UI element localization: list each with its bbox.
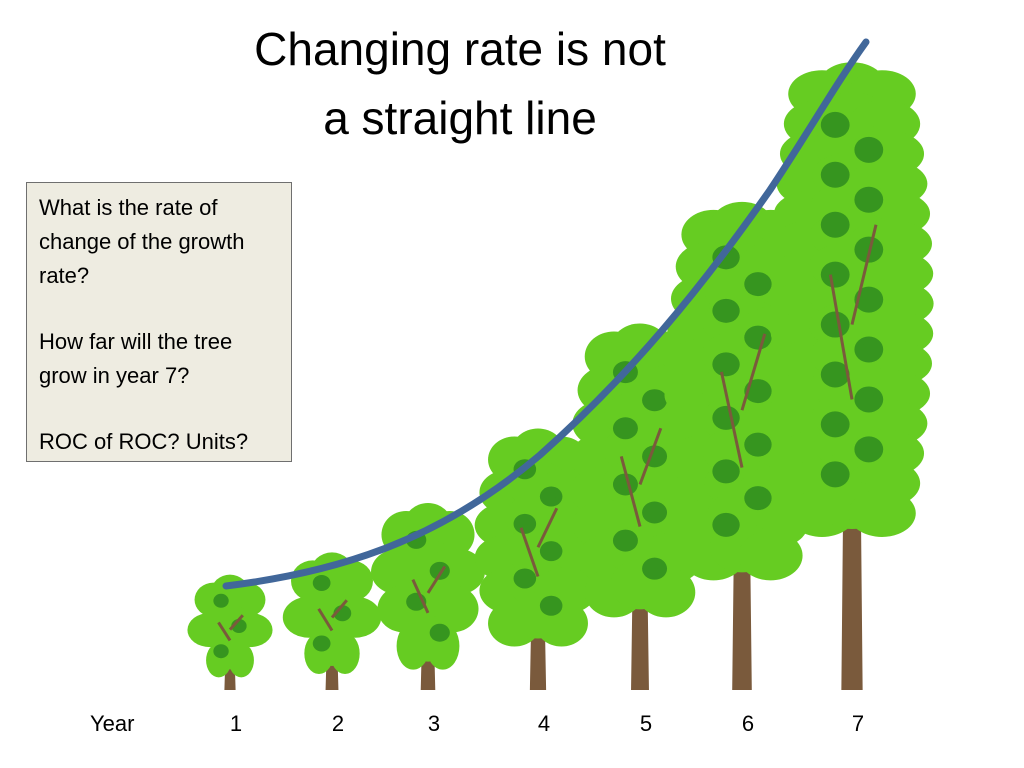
- x-tick-label: 5: [639, 711, 653, 736]
- question-year-7-growth: How far will the tree grow in year 7?: [39, 329, 233, 388]
- x-axis-label: Year: [90, 711, 135, 736]
- slide-title-line-1: Changing rate is not: [254, 23, 666, 75]
- x-tick-label: 4: [537, 711, 551, 736]
- x-tick-label: 3: [427, 711, 441, 736]
- tree-trunk: [827, 374, 877, 690]
- slide-title-line-2: a straight line: [323, 92, 597, 144]
- question-rate-of-change: What is the rate of change of the growth…: [39, 195, 245, 288]
- question-roc-of-roc: ROC of ROC? Units?: [39, 429, 249, 454]
- tree-year-7: [770, 62, 934, 690]
- x-tick-label: 2: [331, 711, 345, 736]
- question-box: What is the rate of change of the growth…: [26, 182, 292, 462]
- trees-layer: [187, 62, 934, 690]
- x-tick-label: 7: [851, 711, 865, 736]
- x-tick-label: 1: [229, 711, 243, 736]
- x-tick-label: 6: [741, 711, 755, 736]
- growth-curve: [222, 38, 870, 590]
- tree-year-1: [187, 574, 273, 690]
